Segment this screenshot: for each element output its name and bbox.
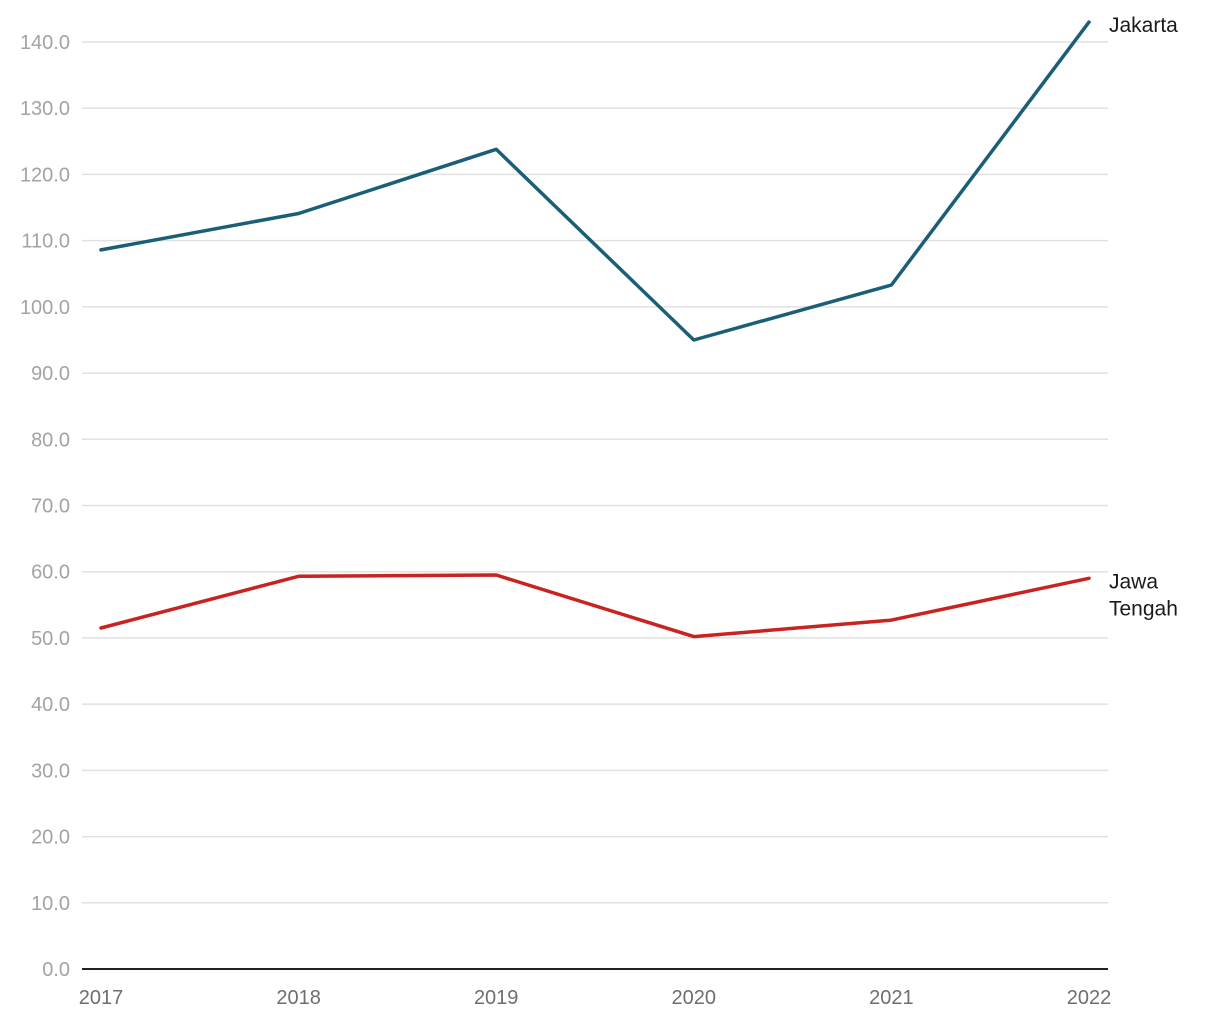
y-tick-label: 120.0 bbox=[20, 164, 70, 186]
y-tick-label: 130.0 bbox=[20, 98, 70, 120]
y-tick-label: 20.0 bbox=[31, 827, 70, 849]
x-tick-label: 2018 bbox=[276, 987, 321, 1009]
series-label-line: Jawa bbox=[1109, 570, 1158, 593]
y-axis-ticks: 0.0 10.0 20.0 30.0 40.0 50.0 60.0 70.0 80.0 90.0 1… bbox=[20, 32, 70, 981]
x-tick-label: 2021 bbox=[869, 987, 914, 1009]
x-axis-ticks: 2017 2018 2019 2020 2021 2022 bbox=[79, 987, 1112, 1009]
y-tick-label: 100.0 bbox=[20, 297, 70, 319]
x-tick-label: 2022 bbox=[1067, 987, 1112, 1009]
series-layer bbox=[99, 20, 1091, 639]
series-label-line: Tengah bbox=[1109, 597, 1178, 620]
series-label-line: Jakarta bbox=[1109, 14, 1178, 37]
y-tick-label: 70.0 bbox=[31, 496, 70, 518]
y-tick-label: 10.0 bbox=[31, 893, 70, 915]
y-tick-label: 30.0 bbox=[31, 760, 70, 782]
series-line-jakarta bbox=[99, 20, 1091, 342]
x-tick-label: 2019 bbox=[474, 987, 519, 1009]
y-tick-label: 80.0 bbox=[31, 429, 70, 451]
series-label-jakarta: Jakarta bbox=[1109, 14, 1178, 37]
series-labels: Jakarta Jawa Tengah bbox=[1109, 14, 1178, 620]
y-tick-label: 140.0 bbox=[20, 32, 70, 54]
y-tick-label: 40.0 bbox=[31, 694, 70, 716]
grid-layer bbox=[82, 41, 1108, 904]
y-tick-label: 90.0 bbox=[31, 363, 70, 385]
y-tick-label: 110.0 bbox=[21, 231, 70, 253]
x-tick-label: 2020 bbox=[672, 987, 717, 1009]
series-line-jawa-tengah bbox=[99, 573, 1091, 639]
x-tick-label: 2017 bbox=[79, 987, 124, 1009]
y-tick-label: 50.0 bbox=[31, 628, 70, 650]
series-label-jawa-tengah: Jawa Tengah bbox=[1109, 570, 1178, 620]
y-tick-label: 0.0 bbox=[42, 959, 70, 981]
y-tick-label: 60.0 bbox=[31, 562, 70, 584]
